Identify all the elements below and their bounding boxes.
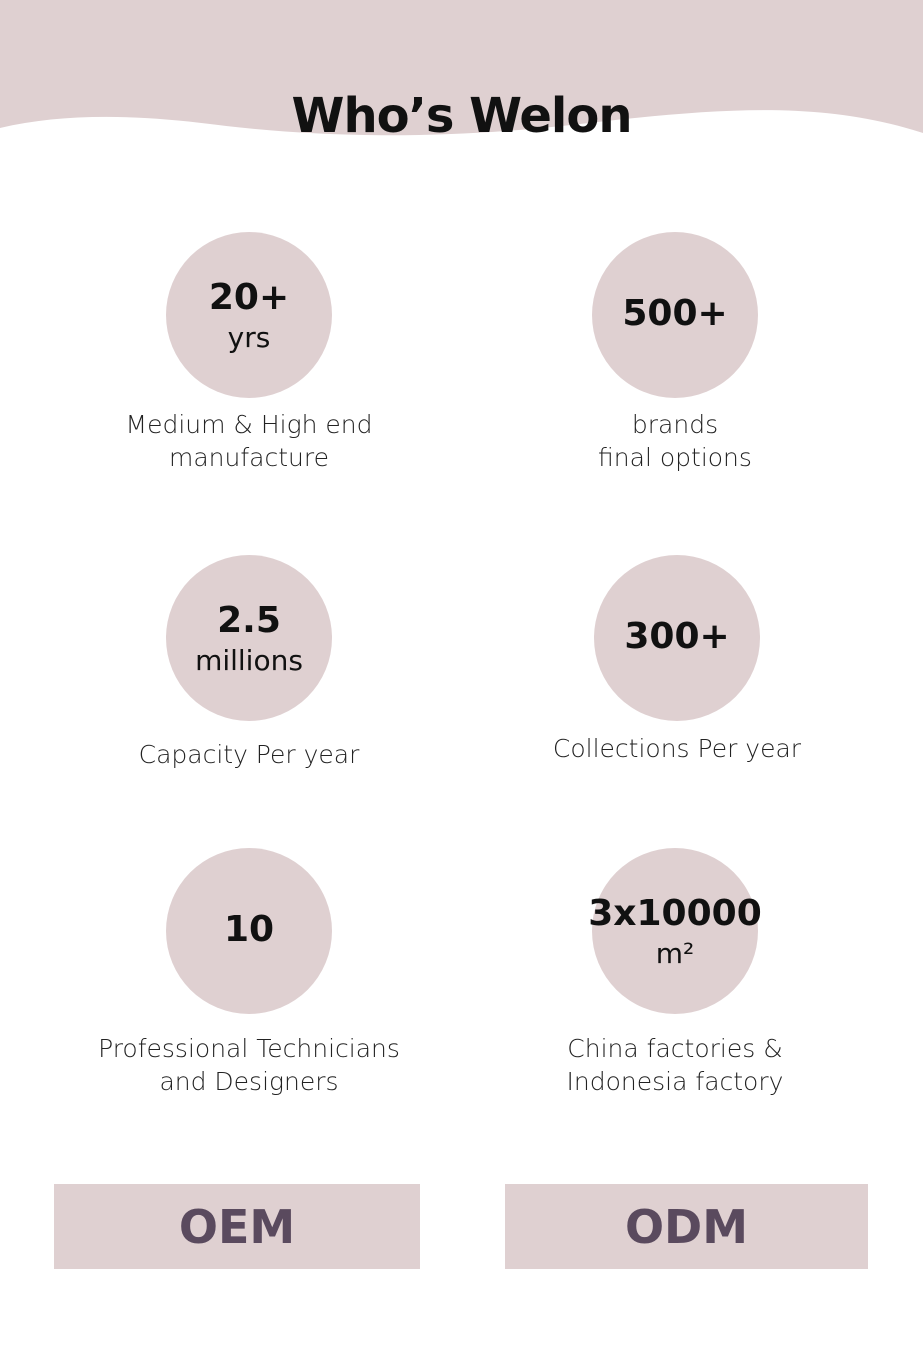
stat-caption: Professional Technicians (98, 1034, 400, 1063)
stat-number: 20+ (208, 277, 290, 318)
button[interactable]: ODM (505, 1184, 868, 1269)
stat-caption: and Designers (159, 1067, 339, 1096)
stat-unit: yrs (227, 321, 271, 354)
stat-caption: Medium & High end (125, 410, 373, 439)
stat-caption: brands (631, 410, 719, 439)
header-wave (0, 0, 923, 136)
stat-circle (166, 555, 332, 721)
stat-caption: Collections Per year (552, 734, 802, 763)
stat-caption: Indonesia factory (566, 1067, 784, 1096)
stat-unit: millions (195, 644, 303, 677)
stat-circle (592, 232, 758, 398)
stat-circle (592, 848, 758, 1014)
stat-circle (166, 848, 332, 1014)
stat-circle (166, 232, 332, 398)
stat-number: 300+ (624, 616, 730, 657)
stat-number: 2.5 (217, 600, 281, 641)
title: Who’s Welon (291, 88, 633, 144)
stat-caption: China factories & (567, 1034, 783, 1063)
stat-caption: final options (598, 443, 752, 472)
stat-unit: m² (655, 937, 695, 970)
stat-caption: Capacity Per year (138, 740, 360, 769)
stat-number: 500+ (622, 293, 728, 334)
stat-circle (594, 555, 760, 721)
stat-number: 10 (223, 909, 275, 950)
stat-caption: manufacture (169, 443, 329, 472)
button[interactable]: OEM (54, 1184, 420, 1269)
stat-number: 3x10000 (588, 893, 762, 934)
